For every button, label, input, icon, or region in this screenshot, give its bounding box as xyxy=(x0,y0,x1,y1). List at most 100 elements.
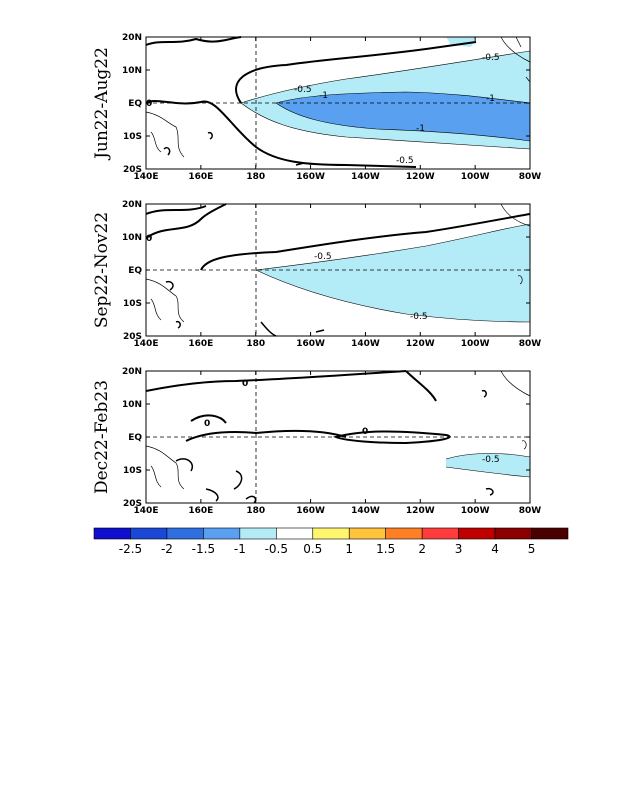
x-tick-label: 140E xyxy=(134,506,159,516)
colorbar-label: 1.5 xyxy=(376,542,395,556)
y-tick-label: 10N xyxy=(122,233,142,243)
x-tick-label: 120W xyxy=(406,339,435,349)
x-tick-label: 140W xyxy=(351,339,380,349)
contour-label: 0 xyxy=(204,419,210,429)
shading-below-1 xyxy=(276,92,530,141)
contour-label: -0.5 xyxy=(314,252,332,262)
shading-below-0.5 xyxy=(446,453,530,477)
contour-line xyxy=(445,453,531,478)
zero-contour xyxy=(175,389,494,504)
y-tick-label: 20N xyxy=(122,33,142,43)
colorbar-label: -2.5 xyxy=(119,542,142,556)
contour-label: 0 xyxy=(362,427,368,437)
colorbar-swatch xyxy=(348,527,386,540)
colorbar-label: 3 xyxy=(455,542,463,556)
colorbar-swatch xyxy=(203,527,241,540)
x-tick-label: 100W xyxy=(461,172,490,182)
colorbar-swatch xyxy=(93,527,131,540)
contour-label: -0.5 xyxy=(396,156,414,166)
map-panel-2: 0 -0.5 -0.5 xyxy=(145,203,531,337)
colorbar-label: -1.5 xyxy=(192,542,215,556)
colorbar-label: 5 xyxy=(528,542,536,556)
colorbar-swatch xyxy=(276,527,314,540)
coastline xyxy=(145,203,531,323)
colorbar-label: -2 xyxy=(161,542,173,556)
x-tick-label: 80W xyxy=(519,339,542,349)
colorbar-swatch xyxy=(494,527,532,540)
y-tick-label: 20S xyxy=(123,165,142,175)
x-tick-label: 180 xyxy=(246,339,265,349)
panel-title: Dec22-Feb23 xyxy=(92,380,112,494)
colorbar-swatch xyxy=(458,527,496,540)
y-tick-label: 10S xyxy=(123,466,142,476)
y-tick-label: 20S xyxy=(123,499,142,509)
contour-label: -1 xyxy=(319,91,328,101)
x-tick-label: 140W xyxy=(351,506,380,516)
coastline xyxy=(145,36,531,158)
contour-label: 0 xyxy=(242,379,248,389)
x-tick-label: 80W xyxy=(519,172,542,182)
x-tick-label: 160W xyxy=(296,172,325,182)
contour-label: 0 xyxy=(146,234,152,244)
axes-layer: 140E 160E 180 160W 140W 120W 100W 80W 20N 10N EQ 10… xyxy=(122,33,541,516)
map-panel-1: 0 -0.5 -1 -1 -1 -0.5 -0.5 xyxy=(145,36,531,170)
colorbar-swatch xyxy=(239,527,277,540)
contour-label: -1 xyxy=(416,124,425,134)
contour-line xyxy=(240,50,531,150)
colorbar: -2.5 -2 -1.5 -1 -0.5 0.5 1 1.5 2 3 4 5 xyxy=(93,527,569,556)
zero-contour xyxy=(145,370,451,445)
colorbar-swatch xyxy=(421,527,459,540)
y-tick-label: 20N xyxy=(122,200,142,210)
colorbar-swatch xyxy=(312,527,350,540)
zero-contour xyxy=(165,280,325,337)
colorbar-label: 0.5 xyxy=(303,542,322,556)
x-tick-label: 160E xyxy=(188,339,213,349)
map-panel-3: 0 0 0 -0.5 xyxy=(145,370,531,504)
colorbar-label: 1 xyxy=(345,542,353,556)
contour-label: -0.5 xyxy=(294,85,312,95)
colorbar-label: -1 xyxy=(234,542,246,556)
x-tick-label: 120W xyxy=(406,172,435,182)
x-tick-label: 160W xyxy=(296,506,325,516)
coastline xyxy=(145,370,531,490)
x-tick-label: 120W xyxy=(406,506,435,516)
colorbar-label: -0.5 xyxy=(265,542,288,556)
y-tick-label: EQ xyxy=(128,433,142,443)
colorbar-swatch xyxy=(130,527,168,540)
y-tick-label: 10S xyxy=(123,132,142,142)
contour-line xyxy=(255,223,531,323)
y-tick-label: EQ xyxy=(128,266,142,276)
contour-label: -1 xyxy=(486,94,495,104)
x-tick-label: 180 xyxy=(246,172,265,182)
x-tick-label: 180 xyxy=(246,506,265,516)
contour-line xyxy=(275,91,531,142)
x-tick-label: 100W xyxy=(461,506,490,516)
x-tick-label: 140E xyxy=(134,339,159,349)
x-tick-label: 140W xyxy=(351,172,380,182)
panel-title: Jun22-Aug22 xyxy=(92,47,112,161)
x-tick-label: 160W xyxy=(296,339,325,349)
panel-title: Sep22-Nov22 xyxy=(92,212,112,328)
contour-label: -0.5 xyxy=(410,312,428,322)
shading-below-0.5 xyxy=(256,224,530,322)
colorbar-swatch xyxy=(531,527,569,540)
y-tick-label: 10N xyxy=(122,400,142,410)
zero-contour xyxy=(145,36,477,104)
zero-contour xyxy=(163,131,305,166)
y-tick-label: 10N xyxy=(122,66,142,76)
y-tick-label: 20N xyxy=(122,367,142,377)
colorbar-swatch xyxy=(385,527,423,540)
colorbar-label: 2 xyxy=(418,542,426,556)
x-tick-label: 160E xyxy=(188,172,213,182)
contour-label: -0.5 xyxy=(482,455,500,465)
colorbar-label: 4 xyxy=(491,542,499,556)
y-tick-label: 20S xyxy=(123,332,142,342)
x-tick-label: 80W xyxy=(519,506,542,516)
x-tick-label: 100W xyxy=(461,339,490,349)
contour-label: -0.5 xyxy=(482,53,500,63)
contour-label: 0 xyxy=(146,99,152,109)
x-tick-label: 140E xyxy=(134,172,159,182)
y-tick-label: 10S xyxy=(123,299,142,309)
y-tick-label: EQ xyxy=(128,99,142,109)
